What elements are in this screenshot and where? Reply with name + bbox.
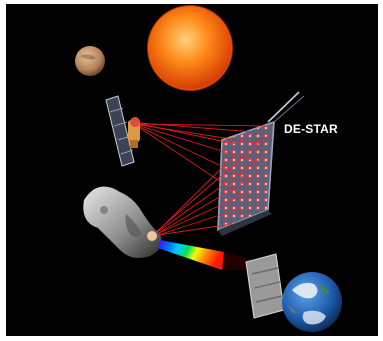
- mars-planet: [75, 46, 105, 76]
- earth-planet: [282, 272, 342, 332]
- de-star-label: DE-STAR: [284, 122, 338, 136]
- space-illustration: DE-STAR: [6, 4, 378, 336]
- space-scene: [75, 5, 342, 332]
- laser-array-panel: [217, 91, 305, 236]
- spectrometer-plate: [245, 253, 285, 319]
- laser-beams-upper: [139, 122, 269, 197]
- sun: [147, 5, 233, 91]
- laser-beams-lower: [155, 133, 271, 236]
- asteroid: [83, 186, 162, 258]
- spectrum-beam: [158, 240, 252, 270]
- spacecraft: [105, 95, 140, 167]
